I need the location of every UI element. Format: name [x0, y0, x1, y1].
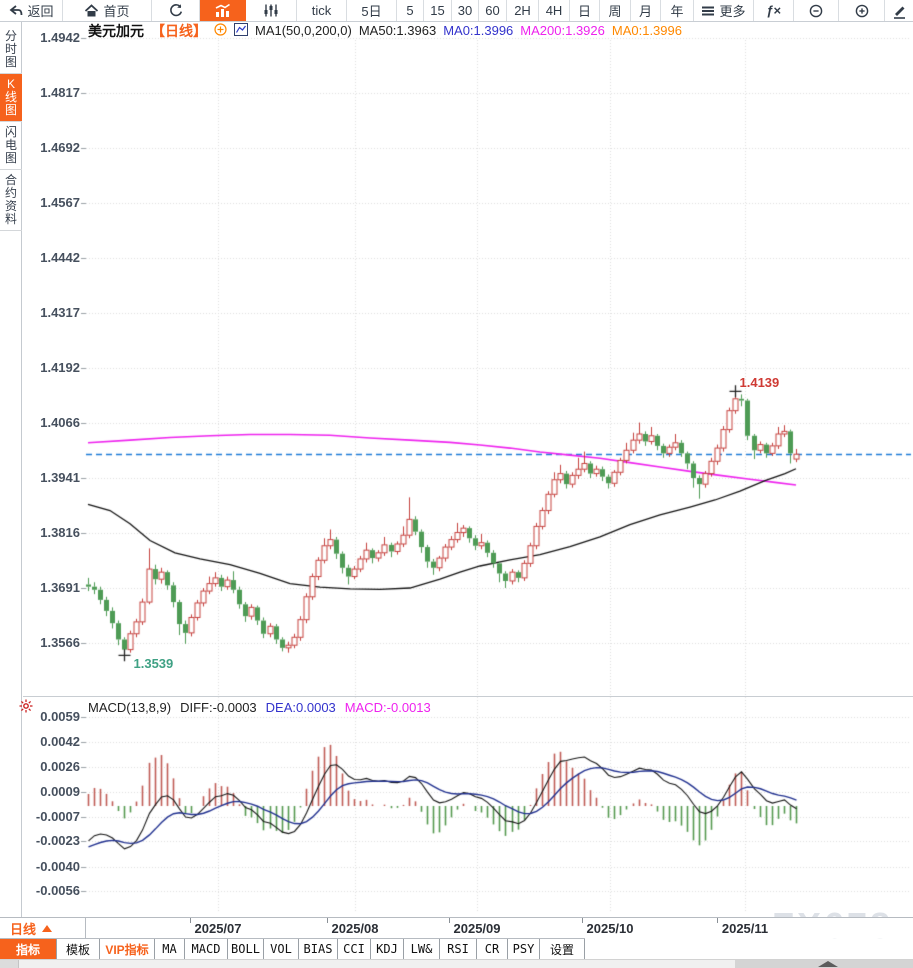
more-button[interactable]: 更多	[694, 0, 754, 21]
add-indicator-icon[interactable]	[214, 22, 227, 39]
zoom-in-button[interactable]	[839, 0, 885, 21]
interval-15m-button[interactable]: 15	[424, 0, 452, 21]
draw-button[interactable]	[885, 0, 913, 21]
interval-4h-button[interactable]: 4H	[539, 0, 570, 21]
indicator-tab-PSY[interactable]: PSY	[508, 939, 540, 959]
home-icon	[84, 3, 99, 18]
indicator-tab-LW&[interactable]: LW&	[404, 939, 440, 959]
kline-chart-icon	[214, 3, 231, 18]
interval-5day-button[interactable]: 5日	[347, 0, 397, 21]
fx-icon: ƒ×	[766, 3, 781, 18]
top-toolbar: 返回 首页 tick 5日 5 15 30 60 2H 4H 日 周 月 年 更…	[0, 0, 913, 22]
interval-5m-button[interactable]: 5	[397, 0, 424, 21]
time-tick-label: 2025/09	[453, 921, 501, 936]
zoom-out-button[interactable]	[794, 0, 839, 21]
interval-30m-button[interactable]: 30	[452, 0, 479, 21]
pane-separator	[23, 696, 913, 697]
pencil-icon	[891, 3, 907, 19]
interval-week-button[interactable]: 周	[600, 0, 631, 21]
ma50-value: MA50:1.3963	[358, 23, 437, 38]
back-icon	[8, 4, 23, 18]
ma0-orange-value: MA0:1.3996	[611, 23, 682, 38]
period-selector-label: 日线	[10, 921, 37, 937]
refresh-button[interactable]	[152, 0, 200, 21]
indicator-tab-模板[interactable]: 模板	[57, 939, 100, 959]
zoom-out-icon	[808, 3, 824, 19]
zoom-in-icon	[854, 3, 870, 19]
indicator-tab-RSI[interactable]: RSI	[440, 939, 477, 959]
indicator-tab-BOLL[interactable]: BOLL	[228, 939, 264, 959]
scrollbar-corner	[0, 960, 19, 968]
time-tick-mark	[449, 918, 450, 923]
ma0-blue-value: MA0:1.3996	[443, 23, 514, 38]
indicator-settings-icon[interactable]	[19, 699, 33, 718]
indicator-tab-CCI[interactable]: CCI	[338, 939, 371, 959]
sliders-icon	[263, 3, 279, 18]
indicator-tab-KDJ[interactable]: KDJ	[371, 939, 404, 959]
menu-icon	[701, 5, 715, 17]
home-button[interactable]: 首页	[63, 0, 152, 21]
timeframe-label: 【日线】	[151, 22, 207, 39]
kline-chart-button[interactable]	[200, 0, 246, 21]
fx-indicator-button[interactable]: ƒ×	[754, 0, 794, 21]
indicator-tabbar: 指标 模板 VIP指标 MA MACD BOLL VOL BIAS CCI KDJ LW& RSI CR…	[0, 938, 585, 960]
triangle-up-icon	[42, 924, 53, 932]
low-price-annotation: 1.3539	[133, 656, 174, 672]
time-tick-label: 2025/08	[331, 921, 379, 936]
interval-month-button[interactable]: 月	[631, 0, 661, 21]
refresh-icon	[168, 3, 184, 18]
indicator-tab-VIP指标[interactable]: VIP指标	[100, 939, 155, 959]
ma200-value: MA200:1.3926	[520, 23, 605, 38]
chart-legend: 美元加元 【日线】 MA1(50,0,200,0) MA50:1.3963 MA…	[88, 22, 682, 39]
time-tick-mark	[327, 918, 328, 923]
horizontal-scrollbar[interactable]	[0, 959, 913, 968]
time-tick-label: 2025/07	[194, 921, 242, 936]
time-tick-label: 2025/11	[721, 921, 769, 936]
macd-title: MACD(13,8,9)	[88, 699, 172, 715]
ma-settings-icon[interactable]	[234, 22, 248, 39]
time-tick-label: 2025/10	[586, 921, 634, 936]
period-selector[interactable]: 日线	[0, 917, 86, 938]
interval-day-button[interactable]: 日	[570, 0, 600, 21]
interval-year-button[interactable]: 年	[661, 0, 694, 21]
time-tick-mark	[582, 918, 583, 923]
time-axis-row: 2025/07 2025/08 2025/09 2025/10 2025/11	[0, 917, 913, 938]
time-tick-mark	[717, 918, 718, 923]
interval-tick-button[interactable]: tick	[297, 0, 347, 21]
high-price-annotation: 1.4139	[739, 375, 780, 391]
indicator-tab-MACD[interactable]: MACD	[185, 939, 228, 959]
macd-value: MACD:-0.0013	[344, 699, 431, 715]
macd-dea-value: DEA:0.0003	[265, 699, 336, 715]
sidebar-tab-3[interactable]: 闪电图	[0, 122, 22, 170]
macd-legend: MACD(13,8,9) DIFF:-0.0003 DEA:0.0003 MAC…	[88, 699, 431, 715]
indicator-sliders-button[interactable]	[246, 0, 297, 21]
interval-2h-button[interactable]: 2H	[507, 0, 539, 21]
symbol-name: 美元加元	[88, 22, 144, 39]
indicator-tab-BIAS[interactable]: BIAS	[299, 939, 338, 959]
back-label: 返回	[27, 4, 54, 19]
indicator-tab-VOL[interactable]: VOL	[264, 939, 299, 959]
ma-settings-label: MA1(50,0,200,0)	[255, 23, 352, 38]
sidebar-tab-4[interactable]: 合约资料	[0, 170, 22, 231]
indicator-tab-设置[interactable]: 设置	[540, 939, 585, 959]
scrollbar-up-arrow-icon[interactable]	[818, 961, 838, 967]
indicator-tab-CR[interactable]: CR	[477, 939, 508, 959]
indicator-tab-指标[interactable]: 指标	[0, 939, 57, 959]
sidebar-tab-1[interactable]: 分时图	[0, 26, 22, 74]
home-label: 首页	[103, 4, 130, 19]
time-tick-mark	[190, 918, 191, 923]
macd-diff-value: DIFF:-0.0003	[180, 699, 257, 715]
indicator-tab-MA[interactable]: MA	[155, 939, 185, 959]
back-button[interactable]: 返回	[0, 0, 63, 21]
interval-60m-button[interactable]: 60	[479, 0, 507, 21]
